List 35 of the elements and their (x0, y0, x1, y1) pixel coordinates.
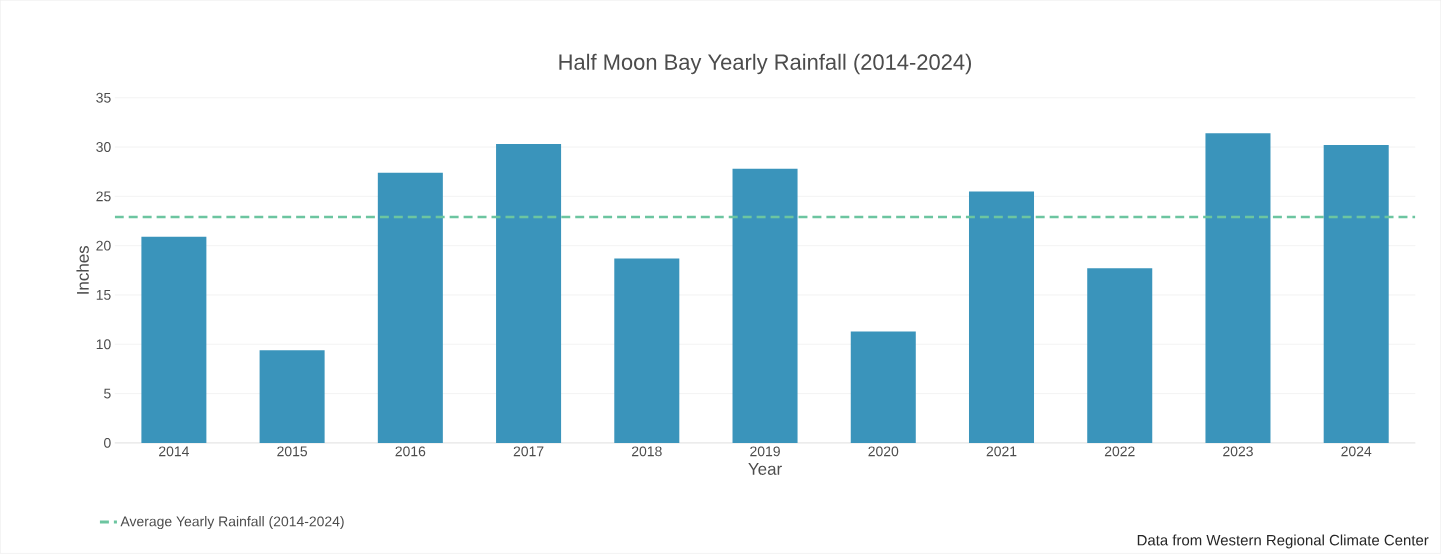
y-tick-label: 5 (104, 388, 111, 399)
x-axis-title: Year (748, 463, 782, 476)
x-tick-label: 2018 (631, 446, 662, 457)
bar (968, 191, 1035, 444)
x-tick-label: 2015 (277, 446, 308, 457)
bar (850, 331, 916, 444)
x-tick-label: 2016 (395, 446, 426, 457)
bar (259, 350, 325, 444)
y-axis-title: Inches (76, 246, 89, 294)
x-tick-label: 2020 (868, 446, 899, 457)
x-tick-label: 2014 (159, 446, 189, 457)
y-tick-label: 20 (96, 240, 111, 251)
bar (1087, 268, 1153, 444)
y-tick-label: 35 (96, 92, 111, 103)
bar (732, 168, 798, 444)
x-tick-label: 2023 (1223, 446, 1253, 457)
legend-label: Average Yearly Rainfall (2014-2024) (120, 516, 344, 530)
x-tick-label: 2022 (1104, 446, 1135, 457)
y-tick-label: 25 (96, 191, 111, 202)
x-tick-label: 2021 (986, 446, 1017, 457)
y-tick-label: 0 (104, 438, 111, 449)
bar (377, 172, 443, 444)
bar (1323, 145, 1389, 444)
chart-title: Half Moon Bay Yearly Rainfall (2014-2024) (559, 53, 971, 75)
text: Data from Western Regional Climate Center (1137, 534, 1429, 549)
x-tick-label: 2024 (1341, 446, 1372, 457)
bar (614, 258, 680, 444)
x-tick-label: 2017 (513, 446, 544, 457)
x-tick-label: 2019 (750, 446, 780, 457)
y-tick-label: 10 (96, 339, 111, 350)
bar (1205, 133, 1271, 444)
y-tick-label: 15 (96, 290, 111, 301)
bar (496, 144, 562, 444)
y-tick-label: 30 (96, 142, 111, 153)
bar (141, 236, 207, 444)
